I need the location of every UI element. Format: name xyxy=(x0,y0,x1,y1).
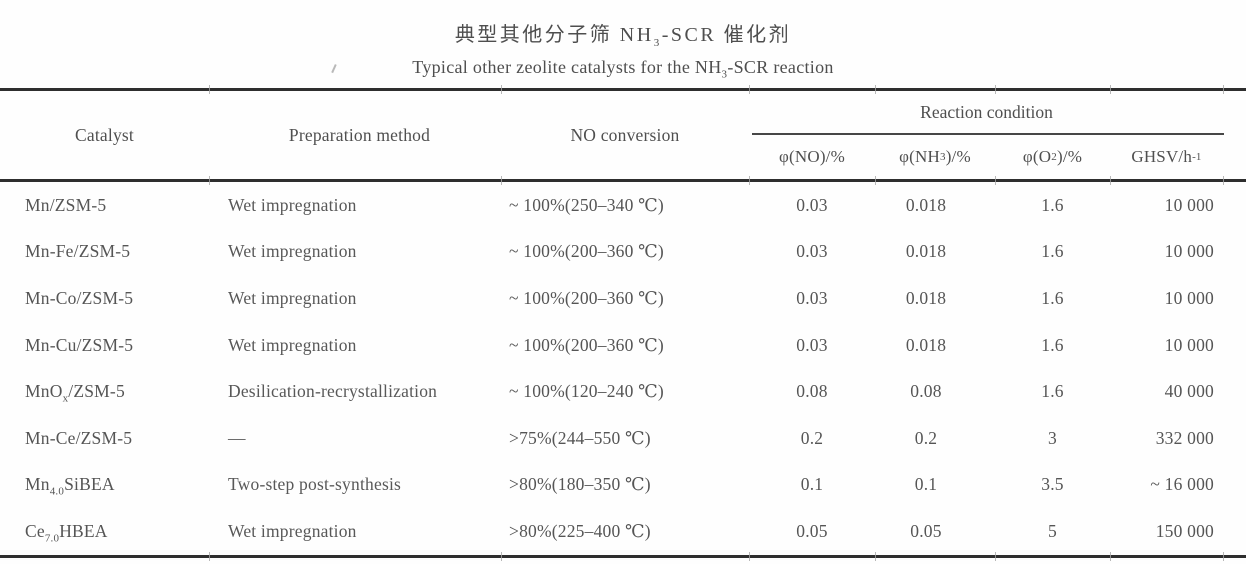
table-row: MnOx/ZSM-5 Desilication-recrystallizatio… xyxy=(0,368,1246,415)
col-header-preparation: Preparation method xyxy=(288,124,431,145)
cell-preparation: Wet impregnation xyxy=(228,241,357,262)
cell-catalyst: Mn-Ce/ZSM-5 xyxy=(25,427,133,448)
cell-phi-nh3: 0.08 xyxy=(910,381,942,402)
reaction-condition-group: Reaction condition φ(NO)/% φ(NH 3)/% φ(O 2… xyxy=(749,91,1246,179)
cell-phi-nh3: 0.018 xyxy=(905,241,947,262)
cell-catalyst: Mn4.0SiBEA xyxy=(25,474,115,498)
cell-catalyst: MnOx/ZSM-5 xyxy=(25,381,125,405)
cell-phi-no: 0.2 xyxy=(800,427,824,448)
cell-phi-no: 0.08 xyxy=(796,381,828,402)
table-top-rule xyxy=(0,85,1246,94)
cell-phi-no: 0.03 xyxy=(796,334,828,355)
col-header-catalyst: Catalyst xyxy=(75,124,134,145)
subheader-ghsv: GHSV/h -1 xyxy=(1131,147,1202,166)
cell-phi-o2: 1.6 xyxy=(1041,288,1064,309)
catalyst-table: Catalyst Preparation method NO conversio… xyxy=(0,85,1246,561)
subheader-row: φ(NO)/% φ(NH 3)/% φ(O 2)/% GHSV/h -1 xyxy=(749,135,1246,179)
cell-phi-nh3: 0.05 xyxy=(910,521,942,542)
cell-phi-no: 0.03 xyxy=(796,288,828,309)
cell-catalyst: Mn-Fe/ZSM-5 xyxy=(25,241,131,262)
cell-catalyst: Mn/ZSM-5 xyxy=(25,194,107,215)
cell-ghsv: ~ 16 000 xyxy=(1150,474,1214,495)
cell-preparation: Wet impregnation xyxy=(228,288,357,309)
cell-phi-o2: 1.6 xyxy=(1041,241,1064,262)
table-body: Mn/ZSM-5 Wet impregnation ~ 100%(250–340… xyxy=(0,182,1246,555)
cell-phi-o2: 5 xyxy=(1048,521,1057,542)
table-row: Ce7.0HBEA Wet impregnation >80%(225–400 … xyxy=(0,508,1246,555)
cell-preparation: Desilication-recrystallization xyxy=(228,381,438,402)
cell-preparation: Two-step post-synthesis xyxy=(228,474,402,495)
cell-no-conversion: >75%(244–550 ℃) xyxy=(509,427,651,448)
cell-phi-nh3: 0.018 xyxy=(905,288,947,309)
cell-no-conversion: >80%(180–350 ℃) xyxy=(509,474,651,495)
cell-ghsv: 10 000 xyxy=(1164,241,1214,262)
table-row: Mn4.0SiBEA Two-step post-synthesis >80%(… xyxy=(0,462,1246,509)
cell-phi-no: 0.03 xyxy=(796,241,828,262)
subheader-phi-o2: φ(O 2)/% xyxy=(1022,147,1083,166)
table-row: Mn-Fe/ZSM-5 Wet impregnation ~ 100%(200–… xyxy=(0,229,1246,276)
cell-ghsv: 332 000 xyxy=(1155,427,1214,448)
table-header-row: Catalyst Preparation method NO conversio… xyxy=(0,91,1246,179)
cell-preparation: Wet impregnation xyxy=(228,194,357,215)
table-title-en: Typical other zeolite catalysts for the … xyxy=(412,57,834,81)
subheader-phi-no: φ(NO)/% xyxy=(779,147,845,166)
cell-phi-o2: 1.6 xyxy=(1041,334,1064,355)
subheader-phi-nh3: φ(NH 3)/% xyxy=(899,147,971,166)
table-row: Mn-Co/ZSM-5 Wet impregnation ~ 100%(200–… xyxy=(0,275,1246,322)
cell-phi-o2: 3.5 xyxy=(1041,474,1064,495)
cell-no-conversion: ~ 100%(200–360 ℃) xyxy=(509,288,664,309)
cell-phi-o2: 1.6 xyxy=(1041,381,1064,402)
group-header-reaction-condition: Reaction condition xyxy=(920,101,1053,122)
cell-phi-nh3: 0.018 xyxy=(905,194,947,215)
table-row: Mn-Ce/ZSM-5 — >75%(244–550 ℃) 0.2 0.2 3 … xyxy=(0,415,1246,462)
cell-ghsv: 40 000 xyxy=(1164,381,1214,402)
table-row: Mn-Cu/ZSM-5 Wet impregnation ~ 100%(200–… xyxy=(0,322,1246,369)
cell-phi-nh3: 0.018 xyxy=(905,334,947,355)
cell-ghsv: 10 000 xyxy=(1164,334,1214,355)
cell-no-conversion: ~ 100%(120–240 ℃) xyxy=(509,381,664,402)
cell-preparation: Wet impregnation xyxy=(228,521,357,542)
cell-no-conversion: ~ 100%(250–340 ℃) xyxy=(509,194,664,215)
cell-ghsv: 10 000 xyxy=(1164,194,1214,215)
table-title-zh: 典型其他分子筛 NH3-SCR 催化剂 xyxy=(454,24,792,49)
cell-preparation: Wet impregnation xyxy=(228,334,357,355)
cell-ghsv: 10 000 xyxy=(1164,288,1214,309)
cell-ghsv: 150 000 xyxy=(1155,521,1214,542)
table-bottom-rule xyxy=(0,551,1246,561)
table-row: Mn/ZSM-5 Wet impregnation ~ 100%(250–340… xyxy=(0,182,1246,229)
cell-phi-o2: 3 xyxy=(1048,427,1057,448)
cell-no-conversion: ~ 100%(200–360 ℃) xyxy=(509,241,664,262)
cell-catalyst: Mn-Co/ZSM-5 xyxy=(25,288,134,309)
cell-phi-no: 0.03 xyxy=(796,194,828,215)
cell-phi-no: 0.1 xyxy=(800,474,824,495)
cell-catalyst: Mn-Cu/ZSM-5 xyxy=(25,334,134,355)
cell-no-conversion: ~ 100%(200–360 ℃) xyxy=(509,334,664,355)
cell-catalyst: Ce7.0HBEA xyxy=(25,521,108,545)
header-bottom-rule xyxy=(0,176,1246,185)
cell-phi-nh3: 0.1 xyxy=(914,474,938,495)
reaction-condition-rule xyxy=(752,133,1224,135)
col-header-no-conversion: NO conversion xyxy=(570,124,680,145)
cell-no-conversion: >80%(225–400 ℃) xyxy=(509,521,651,542)
cell-phi-no: 0.05 xyxy=(796,521,828,542)
cell-phi-nh3: 0.2 xyxy=(914,427,938,448)
cell-phi-o2: 1.6 xyxy=(1041,194,1064,215)
cell-preparation: — xyxy=(228,427,246,448)
